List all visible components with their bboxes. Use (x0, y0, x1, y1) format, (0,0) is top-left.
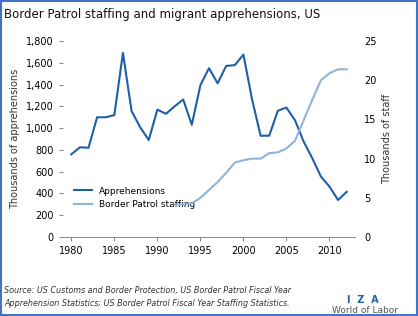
Y-axis label: Thousands of apprehensions: Thousands of apprehensions (10, 69, 20, 209)
Legend: Apprehensions, Border Patrol staffing: Apprehensions, Border Patrol staffing (70, 183, 199, 213)
Text: Source: US Customs and Border Protection, US Border Patrol Fiscal Year: Source: US Customs and Border Protection… (4, 286, 291, 295)
Text: World of Labor: World of Labor (332, 307, 398, 315)
Text: I  Z  A: I Z A (347, 295, 379, 305)
Text: Apprehension Statistics; US Border Patrol Fiscal Year Staffing Statistics.: Apprehension Statistics; US Border Patro… (4, 299, 290, 307)
Y-axis label: Thousands of staff: Thousands of staff (382, 94, 393, 184)
Text: Border Patrol staffing and migrant apprehensions, US: Border Patrol staffing and migrant appre… (4, 8, 321, 21)
